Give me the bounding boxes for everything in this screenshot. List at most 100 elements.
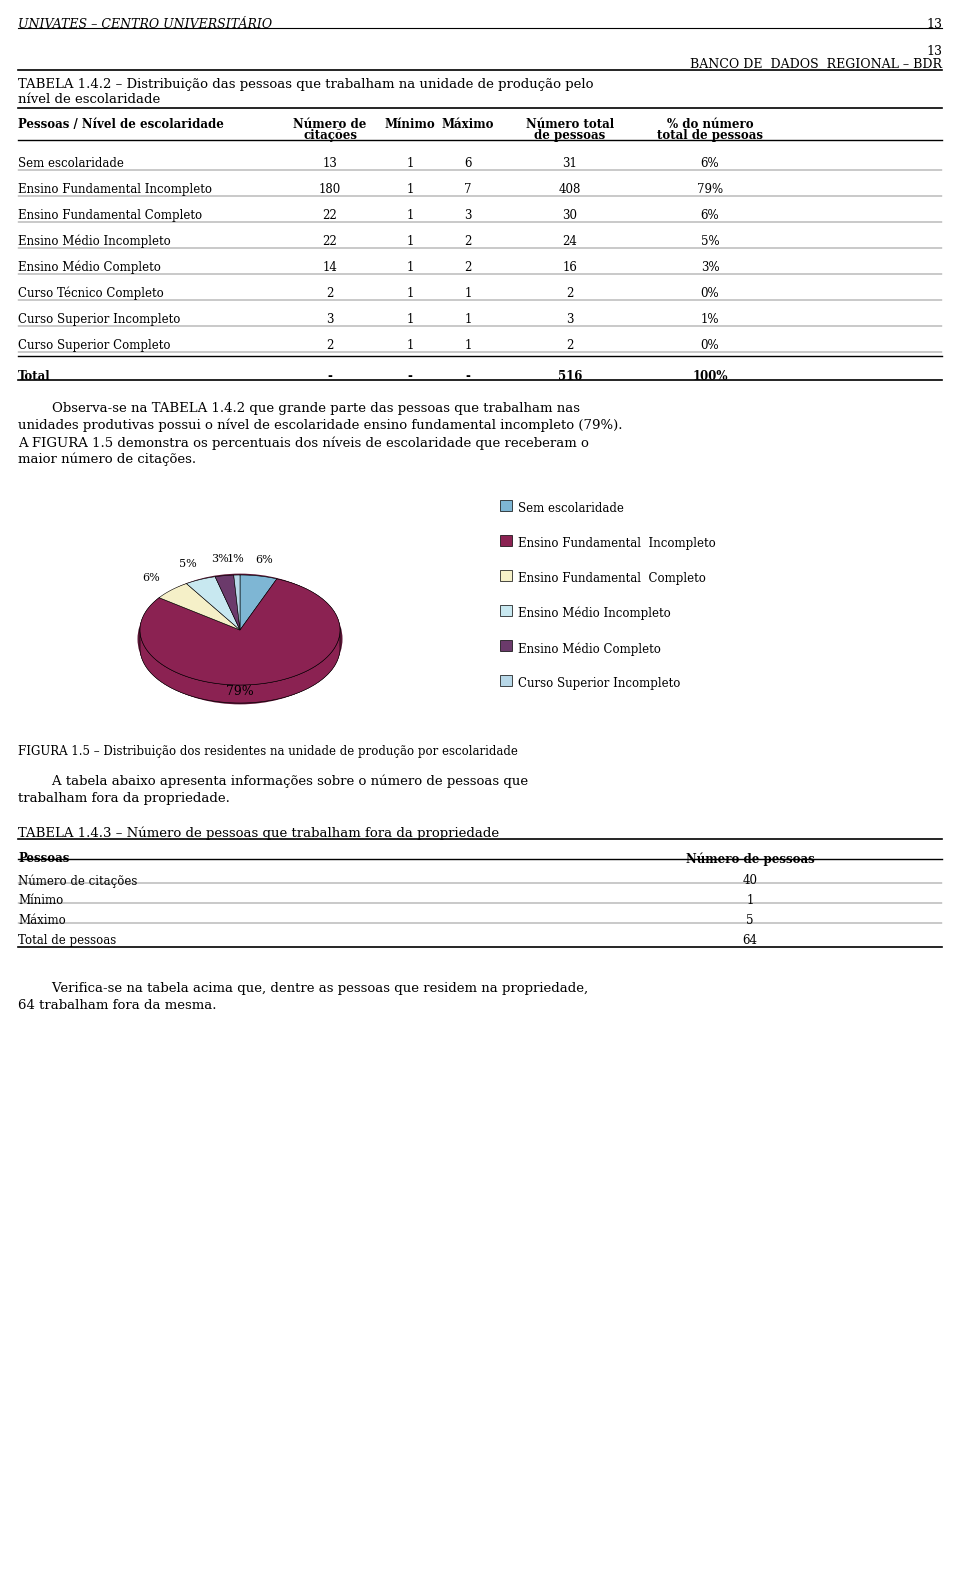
Text: 516: 516 [558, 370, 582, 383]
Text: Ensino Médio Incompleto: Ensino Médio Incompleto [18, 235, 171, 248]
Text: 1: 1 [465, 338, 471, 353]
Text: 3: 3 [326, 313, 334, 326]
Text: 1: 1 [406, 261, 414, 273]
Text: 1: 1 [406, 313, 414, 326]
Text: Número de: Número de [294, 118, 367, 130]
Text: 1: 1 [406, 210, 414, 222]
Text: 1%: 1% [228, 553, 245, 564]
Text: 0%: 0% [701, 288, 719, 300]
Text: 79%: 79% [697, 183, 723, 195]
Text: Máximo: Máximo [18, 914, 65, 926]
Text: TABELA 1.4.3 – Número de pessoas que trabalham fora da propriedade: TABELA 1.4.3 – Número de pessoas que tra… [18, 826, 499, 841]
Text: A tabela abaixo apresenta informações sobre o número de pessoas que: A tabela abaixo apresenta informações so… [18, 775, 528, 788]
Text: FIGURA 1.5 – Distribuição dos residentes na unidade de produção por escolaridade: FIGURA 1.5 – Distribuição dos residentes… [18, 745, 517, 758]
Text: 100%: 100% [692, 370, 728, 383]
Text: Ensino Médio Incompleto: Ensino Médio Incompleto [518, 607, 671, 620]
Text: 2: 2 [566, 288, 574, 300]
Text: 40: 40 [742, 874, 757, 887]
Polygon shape [140, 578, 340, 685]
Text: 64: 64 [742, 934, 757, 947]
Text: Curso Técnico Completo: Curso Técnico Completo [18, 288, 164, 300]
Text: Curso Superior Incompleto: Curso Superior Incompleto [18, 313, 180, 326]
Text: Ensino Médio Completo: Ensino Médio Completo [518, 642, 660, 656]
Text: Verifica-se na tabela acima que, dentre as pessoas que residem na propriedade,: Verifica-se na tabela acima que, dentre … [18, 982, 588, 995]
Text: Número total: Número total [526, 118, 614, 130]
Text: citações: citações [303, 129, 357, 141]
Text: Mínimo: Mínimo [18, 895, 63, 907]
Text: 2: 2 [326, 288, 334, 300]
Text: BANCO DE  DADOS  REGIONAL – BDR: BANCO DE DADOS REGIONAL – BDR [690, 59, 942, 72]
Bar [500, 535, 512, 547]
Text: 13: 13 [926, 17, 942, 32]
Text: Número de citações: Número de citações [18, 874, 137, 888]
Polygon shape [186, 577, 240, 629]
Text: Ensino Fundamental Completo: Ensino Fundamental Completo [18, 210, 203, 222]
Text: 0%: 0% [701, 338, 719, 353]
Text: 1: 1 [465, 288, 471, 300]
Text: nível de escolaridade: nível de escolaridade [18, 94, 160, 106]
Text: 6: 6 [465, 157, 471, 170]
Bar [500, 605, 512, 617]
Text: 14: 14 [323, 261, 337, 273]
Text: 24: 24 [563, 235, 577, 248]
Text: 13: 13 [926, 44, 942, 59]
Text: Ensino Médio Completo: Ensino Médio Completo [18, 261, 161, 275]
Text: 1: 1 [406, 157, 414, 170]
Text: Total de pessoas: Total de pessoas [18, 934, 116, 947]
Text: Pessoas: Pessoas [18, 852, 69, 864]
Polygon shape [240, 575, 276, 629]
Text: 16: 16 [563, 261, 577, 273]
Text: 1: 1 [465, 313, 471, 326]
Polygon shape [159, 583, 240, 629]
Text: total de pessoas: total de pessoas [657, 129, 763, 141]
Text: % do número: % do número [666, 118, 754, 130]
Text: 5%: 5% [180, 559, 197, 569]
Text: -: - [327, 370, 332, 383]
Text: -: - [466, 370, 470, 383]
Text: Mínimo: Mínimo [385, 118, 436, 130]
Text: TABELA 1.4.2 – Distribuição das pessoas que trabalham na unidade de produção pel: TABELA 1.4.2 – Distribuição das pessoas … [18, 78, 593, 91]
Text: 31: 31 [563, 157, 577, 170]
Text: 2: 2 [465, 235, 471, 248]
Text: 64 trabalham fora da mesma.: 64 trabalham fora da mesma. [18, 999, 217, 1012]
Text: 1: 1 [406, 183, 414, 195]
Text: 1: 1 [406, 235, 414, 248]
Text: 1: 1 [406, 338, 414, 353]
Text: UNIVATES – CENTRO UNIVERSITÁRIO: UNIVATES – CENTRO UNIVERSITÁRIO [18, 17, 272, 32]
Text: Pessoas / Nível de escolaridade: Pessoas / Nível de escolaridade [18, 118, 224, 130]
Text: 1: 1 [746, 895, 754, 907]
Polygon shape [233, 575, 240, 629]
Text: 5: 5 [746, 914, 754, 926]
Ellipse shape [137, 574, 343, 704]
Text: 22: 22 [323, 235, 337, 248]
Text: 3%: 3% [701, 261, 719, 273]
Text: 22: 22 [323, 210, 337, 222]
Text: 5%: 5% [701, 235, 719, 248]
Text: Sem escolaridade: Sem escolaridade [518, 502, 624, 515]
Text: -: - [408, 370, 413, 383]
Text: trabalham fora da propriedade.: trabalham fora da propriedade. [18, 791, 229, 806]
Text: 1: 1 [406, 288, 414, 300]
Bar [500, 570, 512, 582]
Text: 6%: 6% [701, 210, 719, 222]
Bar [500, 675, 512, 686]
Text: 2: 2 [566, 338, 574, 353]
Text: 79%: 79% [227, 685, 253, 698]
Text: 408: 408 [559, 183, 581, 195]
Text: 6%: 6% [701, 157, 719, 170]
Text: Ensino Fundamental Incompleto: Ensino Fundamental Incompleto [18, 183, 212, 195]
Text: de pessoas: de pessoas [535, 129, 606, 141]
Text: Número de pessoas: Número de pessoas [685, 852, 814, 866]
Text: 30: 30 [563, 210, 578, 222]
Bar [500, 501, 512, 512]
Text: 13: 13 [323, 157, 337, 170]
Text: 180: 180 [319, 183, 341, 195]
Text: Curso Superior Completo: Curso Superior Completo [18, 338, 171, 353]
Text: 3: 3 [566, 313, 574, 326]
Text: Máximo: Máximo [442, 118, 494, 130]
Text: maior número de citações.: maior número de citações. [18, 453, 196, 467]
Text: 7: 7 [465, 183, 471, 195]
Text: 3: 3 [465, 210, 471, 222]
Text: Sem escolaridade: Sem escolaridade [18, 157, 124, 170]
Text: 3%: 3% [211, 555, 228, 564]
